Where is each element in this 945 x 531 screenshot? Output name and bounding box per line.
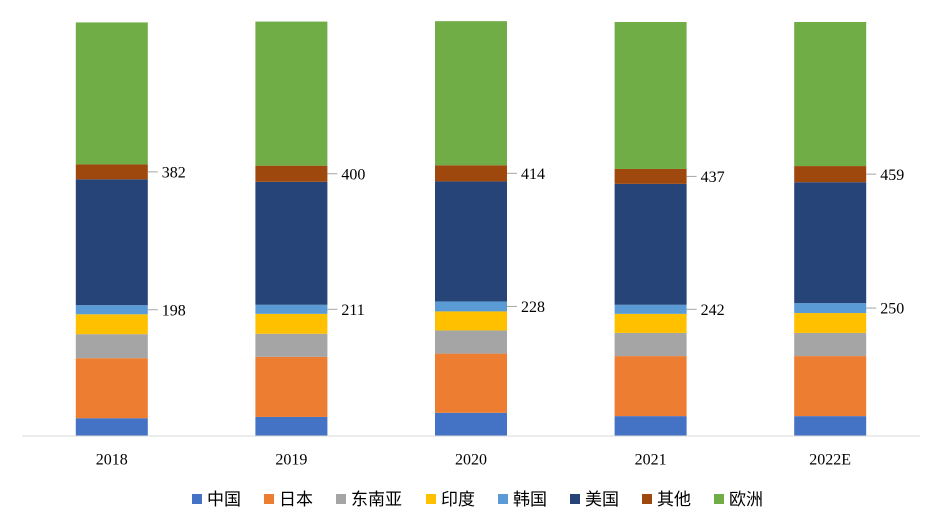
legend-label: 东南亚 <box>351 490 402 510</box>
bar-segment <box>435 181 507 302</box>
bar-segment <box>435 311 507 331</box>
bar-segment <box>75 179 148 306</box>
bar-segment <box>255 21 328 166</box>
bar-segment <box>614 356 687 417</box>
bar-segment <box>75 22 148 165</box>
legend-label: 欧洲 <box>729 490 763 510</box>
annotation: 198 <box>162 302 186 319</box>
annotation: 250 <box>880 301 904 318</box>
annotation: 382 <box>162 165 186 182</box>
bar-segment <box>255 356 328 417</box>
bar-segment <box>614 416 687 436</box>
x-tick-label: 2019 <box>275 452 307 469</box>
bar-segment <box>255 181 328 305</box>
legend-marker <box>264 494 274 504</box>
bar-segment <box>75 305 148 315</box>
legend-marker <box>192 494 202 504</box>
bar-segment <box>435 330 507 354</box>
legend-marker <box>426 494 436 504</box>
bar-segment <box>255 416 328 436</box>
bar-segment <box>794 356 867 417</box>
bar-segment <box>614 313 687 333</box>
x-tick-label: 2022E <box>809 452 851 469</box>
legend-label: 美国 <box>585 490 619 510</box>
legend-marker <box>570 494 580 504</box>
bar-segment <box>614 332 687 357</box>
bar-segment <box>614 168 687 184</box>
legend-marker <box>336 494 346 504</box>
legend-label: 韩国 <box>513 490 547 510</box>
bar-segment <box>794 182 867 304</box>
bar-segment <box>255 313 328 334</box>
legend-marker <box>642 494 652 504</box>
bar-segment <box>794 22 867 167</box>
bar-segment <box>75 418 148 436</box>
annotation: 437 <box>701 169 725 186</box>
legend-label: 中国 <box>207 490 241 510</box>
bar-segment <box>794 313 867 333</box>
legend-label: 日本 <box>279 490 313 510</box>
bar-segment <box>435 165 507 182</box>
bar-segment <box>614 22 687 169</box>
bar-segment <box>794 416 867 436</box>
bar-segment <box>75 164 148 180</box>
bar-segment <box>614 304 687 314</box>
bar-segment <box>255 304 328 314</box>
bar-segment <box>435 21 507 166</box>
x-tick-label: 2021 <box>635 452 667 469</box>
legend-marker <box>498 494 508 504</box>
x-tick-label: 2020 <box>455 452 487 469</box>
annotation: 459 <box>880 167 904 184</box>
x-tick-label: 2018 <box>96 452 128 469</box>
bar-segment <box>614 183 687 305</box>
legend-marker <box>714 494 724 504</box>
legend-label: 印度 <box>441 490 475 510</box>
bar-segment <box>794 166 867 183</box>
bar-segment <box>255 165 328 182</box>
annotation: 242 <box>701 302 725 319</box>
annotation: 414 <box>521 166 545 183</box>
annotation: 400 <box>341 166 365 183</box>
legend-label: 其他 <box>657 490 691 510</box>
annotation: 211 <box>341 302 364 319</box>
bar-segment <box>75 314 148 335</box>
bar-segment <box>435 412 507 436</box>
bar-segment <box>794 332 867 357</box>
bar-segment <box>75 334 148 359</box>
bar-segment <box>435 353 507 413</box>
bar-segment <box>794 303 867 314</box>
annotation: 228 <box>521 299 545 316</box>
bar-segment <box>75 358 148 419</box>
bar-segment <box>255 333 328 357</box>
bar-segment <box>435 301 507 312</box>
